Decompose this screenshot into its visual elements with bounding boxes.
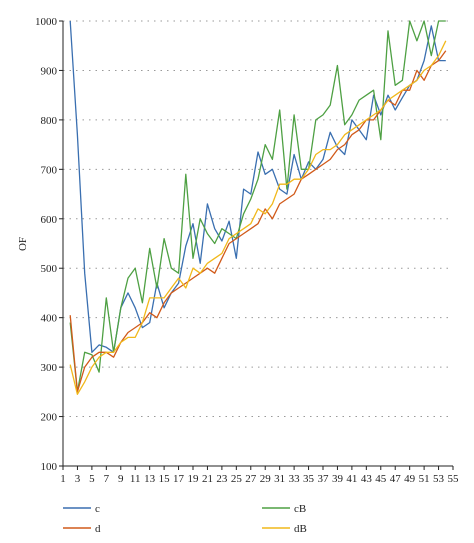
x-tick-label: 21: [202, 473, 213, 485]
x-tick-label: 29: [260, 473, 272, 485]
series-line-d: [69, 50, 447, 393]
x-tick-label: 19: [188, 473, 200, 485]
x-tick-label: 37: [318, 473, 330, 485]
y-tick-label: 900: [41, 65, 58, 77]
x-tick-label: 11: [130, 473, 141, 485]
x-tick-label: 17: [173, 473, 185, 485]
legend-label-d: d: [95, 523, 101, 535]
y-axis-label: OF: [17, 237, 29, 251]
series-line-cB: [69, 20, 446, 393]
legend-label-dB: dB: [294, 523, 307, 535]
y-tick-label: 600: [41, 214, 58, 226]
x-tick-label: 7: [104, 473, 110, 485]
x-tick-label: 25: [231, 473, 243, 485]
x-tick-label: 5: [89, 473, 95, 485]
x-tick-label: 35: [303, 473, 315, 485]
y-tick-label: 100: [41, 461, 58, 473]
x-tick-label: 9: [118, 473, 124, 485]
x-tick-label: 47: [390, 473, 402, 485]
x-tick-label: 27: [245, 473, 257, 485]
y-tick-labels: 100 200 300 400 500 600 700 800 900 1000: [35, 16, 63, 473]
x-tick-label: 31: [274, 473, 285, 485]
x-tick-label: 53: [433, 473, 445, 485]
x-tick-label: 23: [216, 473, 228, 485]
x-tick-label: 13: [144, 473, 156, 485]
x-tick-label: 45: [375, 473, 387, 485]
y-tick-label: 200: [41, 412, 58, 424]
x-tick-label: 39: [332, 473, 344, 485]
plot-area: [69, 20, 447, 395]
x-tick-label: 43: [361, 473, 373, 485]
x-tick-label: 41: [346, 473, 357, 485]
legend: c cB d dB: [63, 503, 307, 535]
y-tick-label: 1000: [35, 16, 58, 28]
x-tick-label: 49: [404, 473, 416, 485]
x-tick-label: 33: [289, 473, 301, 485]
y-tick-label: 300: [41, 362, 58, 374]
x-tick-label: 3: [75, 473, 81, 485]
grid-lines: [63, 20, 453, 418]
legend-label-c: c: [95, 503, 100, 515]
y-tick-label: 400: [41, 313, 58, 325]
x-tick-label: 55: [448, 473, 460, 485]
y-tick-label: 700: [41, 164, 58, 176]
x-tick-label: 51: [419, 473, 430, 485]
legend-label-cB: cB: [294, 503, 306, 515]
series-line-dB: [69, 40, 447, 395]
x-tick-label: 15: [159, 473, 171, 485]
y-tick-label: 800: [41, 115, 58, 127]
axes: [62, 21, 453, 467]
x-tick-label: 1: [60, 473, 66, 485]
y-tick-label: 500: [41, 263, 58, 275]
x-tick-labels: 1 3 5 7 9 11 13 15 17 19 21 23 25 27 29 31 33 35 37 39 41 43 4…: [60, 466, 459, 485]
